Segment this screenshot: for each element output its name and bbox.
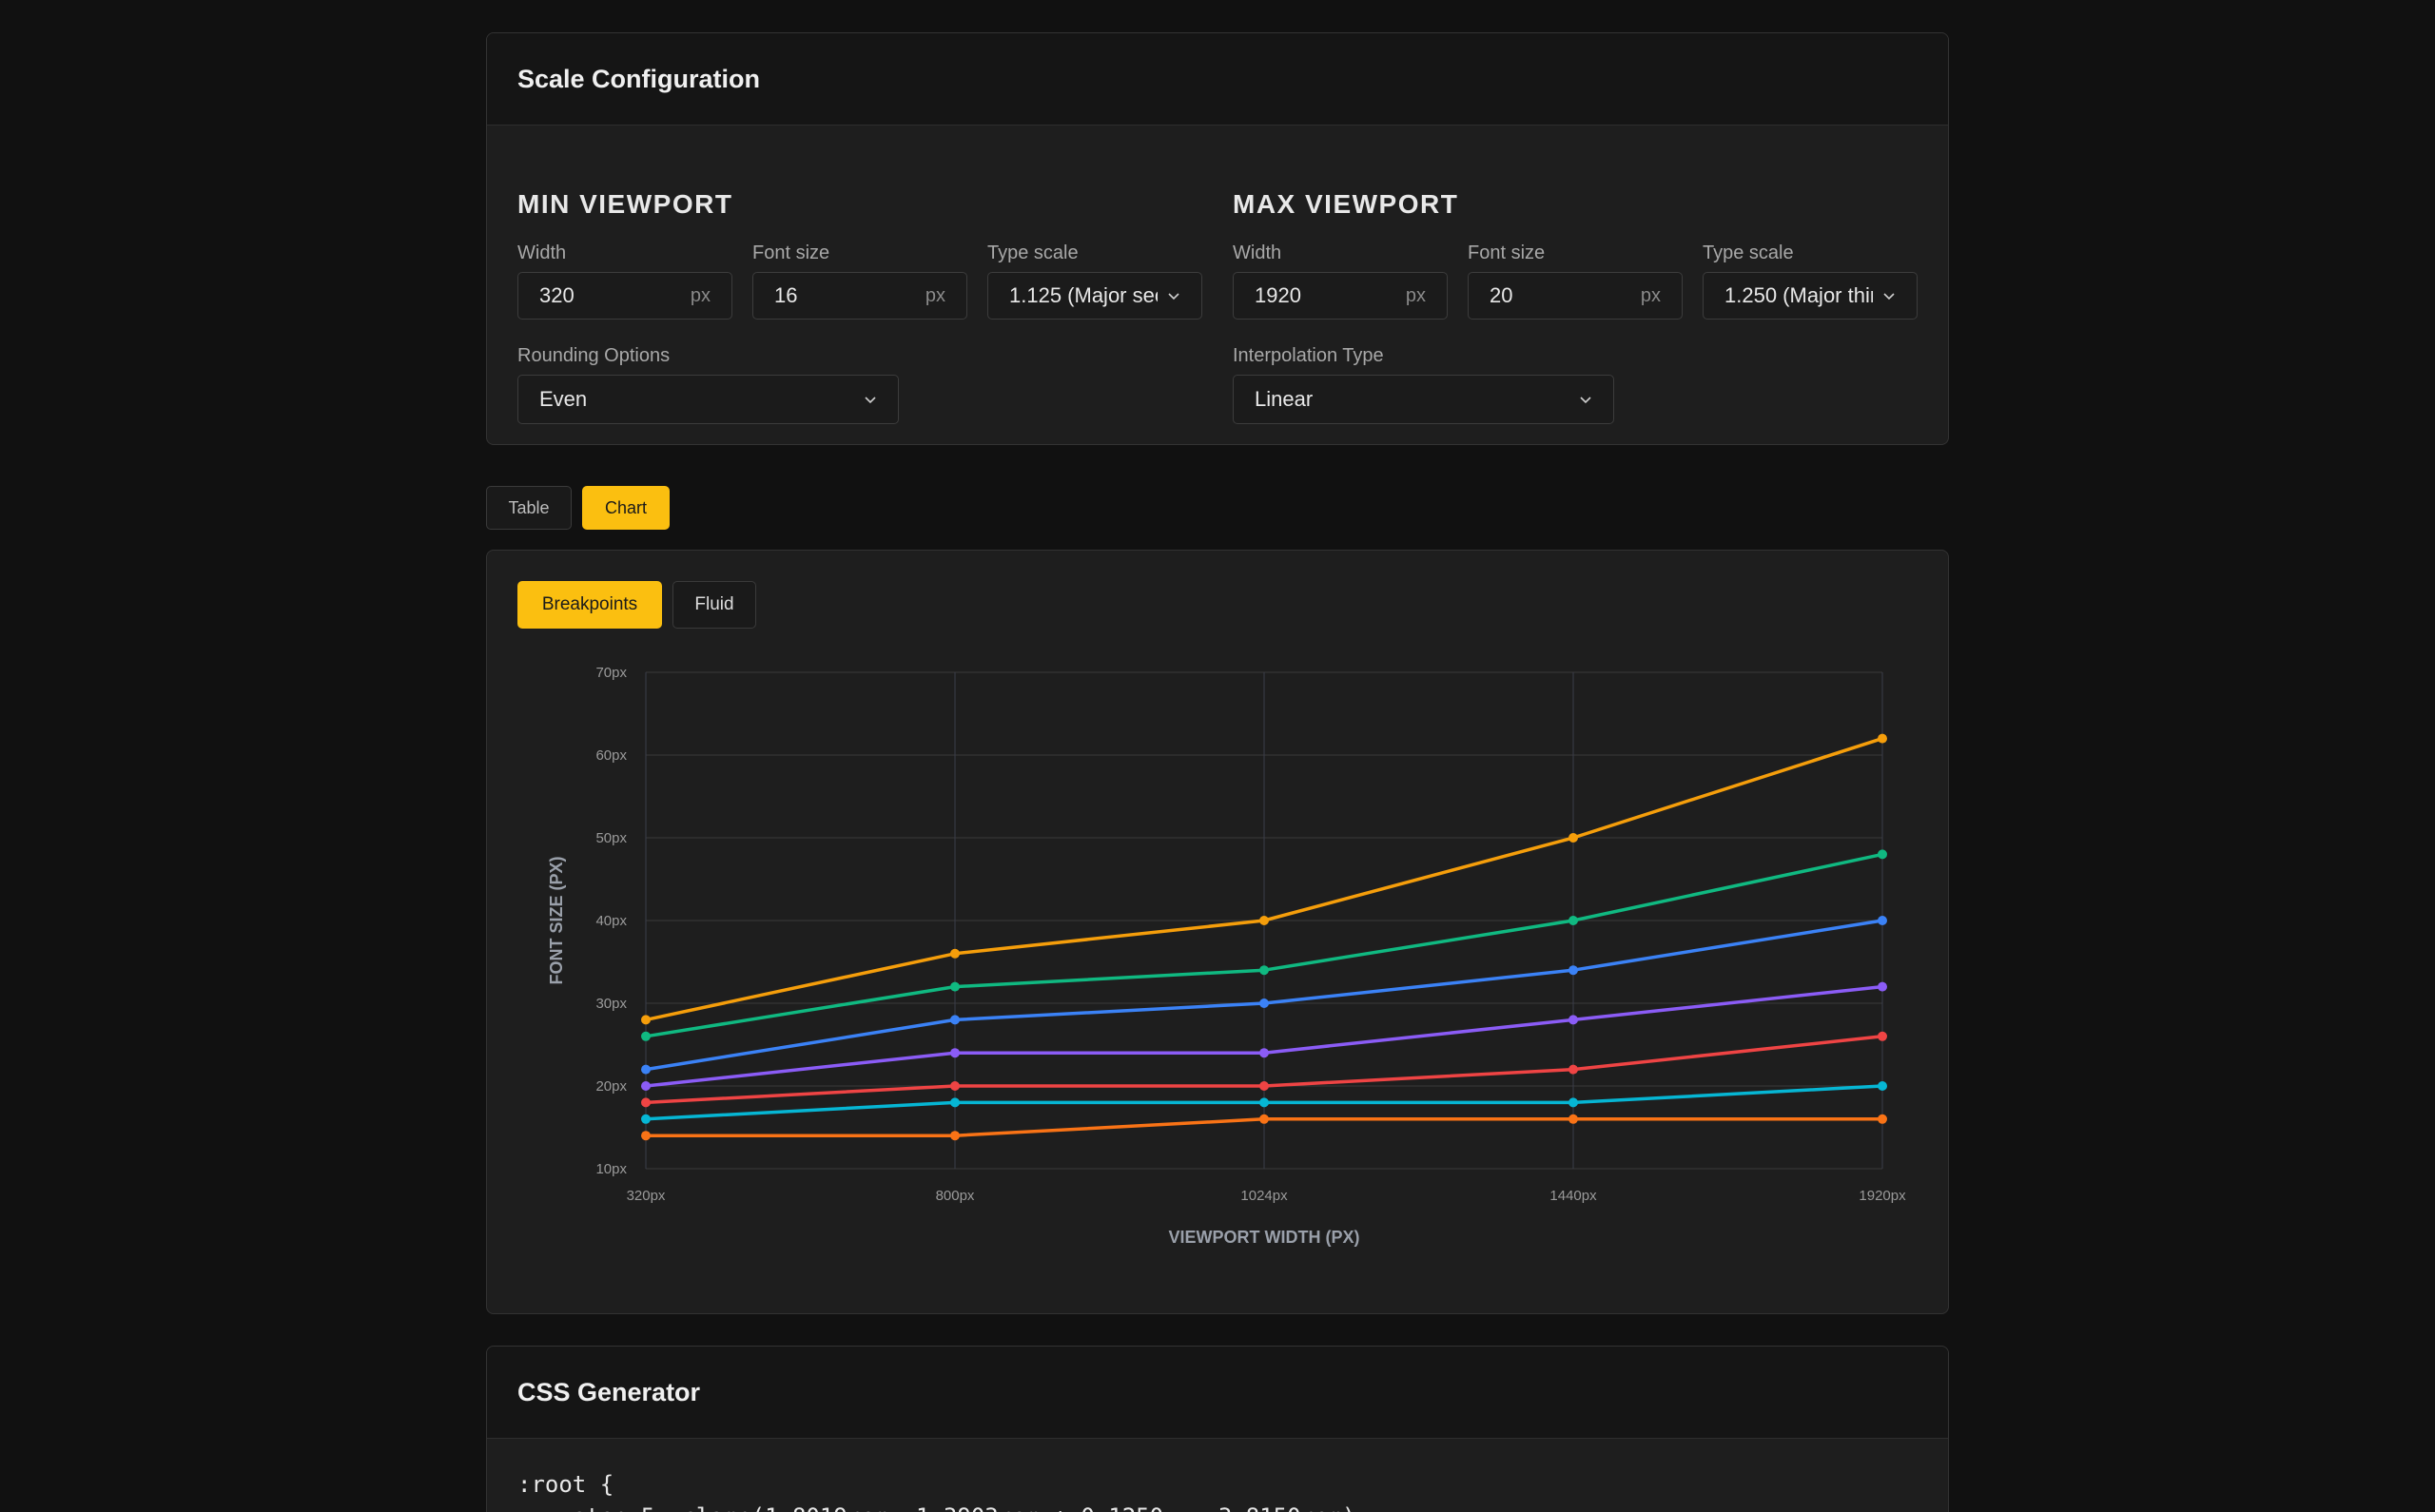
tab-table[interactable]: Table <box>486 486 572 530</box>
css-generator-header: CSS Generator <box>487 1347 1948 1439</box>
x-tick-label: 1920px <box>1859 1188 1906 1204</box>
max-font-size-unit: px <box>1640 284 1661 306</box>
y-tick-label: 30px <box>595 996 627 1012</box>
data-point <box>1259 1114 1269 1124</box>
data-point <box>641 1015 651 1025</box>
data-point <box>641 1131 651 1141</box>
min-font-size-unit: px <box>925 284 945 306</box>
min-font-size-label: Font size <box>752 242 830 263</box>
data-point <box>950 1015 960 1025</box>
data-point <box>1878 981 1887 992</box>
max-font-size-label: Font size <box>1468 242 1546 263</box>
scale-configuration-title: Scale Configuration <box>517 64 761 93</box>
data-point <box>1259 965 1269 976</box>
max-viewport-title: MAX VIEWPORT <box>1233 189 1459 219</box>
max-width-unit: px <box>1405 284 1426 306</box>
rounding-options-select[interactable]: Even <box>517 375 899 424</box>
data-point <box>1259 1097 1269 1108</box>
data-point <box>1568 916 1578 925</box>
interpolation-type-label: Interpolation Type <box>1233 345 1384 366</box>
data-point <box>1878 1031 1887 1041</box>
y-tick-label: 20px <box>595 1078 627 1095</box>
x-axis-title: VIEWPORT WIDTH (PX) <box>1169 1228 1360 1247</box>
chevron-down-icon <box>1580 397 1591 404</box>
data-point <box>641 1031 651 1041</box>
min-type-scale-select[interactable]: 1.125 (Major second) <box>987 272 1202 320</box>
data-point <box>950 948 960 959</box>
chevron-down-icon <box>1168 293 1179 300</box>
tab-breakpoints[interactable]: Breakpoints <box>517 581 662 629</box>
font-size-line-chart: 10px 20px 30px 40px 50px 60px 70px 320px 800px 10… <box>547 665 1906 1247</box>
chevron-down-icon <box>1883 293 1895 300</box>
scale-configuration-panel: Scale Configuration MIN VIEWPORT Width 3… <box>486 32 1949 445</box>
min-font-size-input[interactable]: 16 px <box>752 272 967 320</box>
data-point <box>950 1048 960 1058</box>
data-point <box>1259 998 1269 1008</box>
max-width-value: 1920 <box>1255 283 1301 307</box>
min-type-scale-label: Type scale <box>987 242 1079 263</box>
tab-chart[interactable]: Chart <box>582 486 670 530</box>
max-width-input[interactable]: 1920 px <box>1233 272 1448 320</box>
y-tick-label: 10px <box>595 1161 627 1177</box>
min-width-value: 320 <box>539 283 575 307</box>
data-point <box>1568 965 1578 976</box>
interpolation-type-value: Linear <box>1255 387 1314 411</box>
x-tick-label: 1440px <box>1549 1188 1597 1204</box>
scale-configuration-header: Scale Configuration <box>487 33 1948 126</box>
data-point <box>641 1097 651 1108</box>
data-point <box>950 1097 960 1108</box>
data-point <box>1568 1097 1578 1108</box>
y-axis-title: FONT SIZE (PX) <box>547 856 566 984</box>
min-type-scale-value: 1.125 (Major second) <box>1009 283 1158 307</box>
x-tick-label: 800px <box>936 1188 975 1204</box>
data-point <box>1878 849 1887 860</box>
css-code-line: --step-5: clamp(1.8019rem, 1.3903rem + 0… <box>517 1501 1370 1512</box>
max-width-label: Width <box>1233 242 1282 263</box>
data-point <box>1878 733 1887 744</box>
data-point <box>1259 1081 1269 1091</box>
data-point <box>1568 1015 1578 1025</box>
data-point <box>1568 1114 1578 1124</box>
y-tick-label: 60px <box>595 747 627 764</box>
min-width-label: Width <box>517 242 567 263</box>
x-tick-label: 320px <box>627 1188 666 1204</box>
data-point <box>1878 916 1887 925</box>
max-type-scale-value: 1.250 (Major third) <box>1724 283 1873 307</box>
max-font-size-value: 20 <box>1490 283 1513 307</box>
data-point <box>1259 1048 1269 1058</box>
data-point <box>1878 1081 1887 1091</box>
max-type-scale-label: Type scale <box>1703 242 1794 263</box>
data-point <box>950 981 960 992</box>
data-point <box>1568 1064 1578 1075</box>
rounding-options-value: Even <box>539 387 588 411</box>
chart-panel: Breakpoints Fluid 10px 20px 30px 40px 50px 60… <box>486 550 1949 1314</box>
interpolation-type-select[interactable]: Linear <box>1233 375 1614 424</box>
min-width-input[interactable]: 320 px <box>517 272 732 320</box>
rounding-options-label: Rounding Options <box>517 345 671 366</box>
css-generator-panel: CSS Generator :root { --step-5: clamp(1.… <box>486 1346 1949 1512</box>
y-tick-label: 50px <box>595 830 627 846</box>
chevron-down-icon <box>865 397 876 404</box>
max-type-scale-select[interactable]: 1.250 (Major third) <box>1703 272 1918 320</box>
data-point <box>641 1081 651 1091</box>
data-point <box>1568 833 1578 843</box>
min-font-size-value: 16 <box>774 283 798 307</box>
data-point <box>1259 916 1269 925</box>
y-tick-label: 70px <box>595 665 627 681</box>
data-point <box>1878 1114 1887 1124</box>
data-point <box>950 1081 960 1091</box>
max-font-size-input[interactable]: 20 px <box>1468 272 1683 320</box>
css-code-block: :root { --step-5: clamp(1.8019rem, 1.390… <box>517 1468 1370 1512</box>
min-viewport-title: MIN VIEWPORT <box>517 189 733 219</box>
tab-fluid[interactable]: Fluid <box>672 581 756 629</box>
min-width-unit: px <box>690 284 711 306</box>
data-point <box>641 1114 651 1124</box>
css-generator-title: CSS Generator <box>517 1377 701 1406</box>
css-code-line: :root { <box>517 1471 614 1498</box>
x-tick-label: 1024px <box>1240 1188 1288 1204</box>
data-point <box>641 1064 651 1075</box>
y-tick-label: 40px <box>595 913 627 929</box>
data-point <box>950 1131 960 1141</box>
